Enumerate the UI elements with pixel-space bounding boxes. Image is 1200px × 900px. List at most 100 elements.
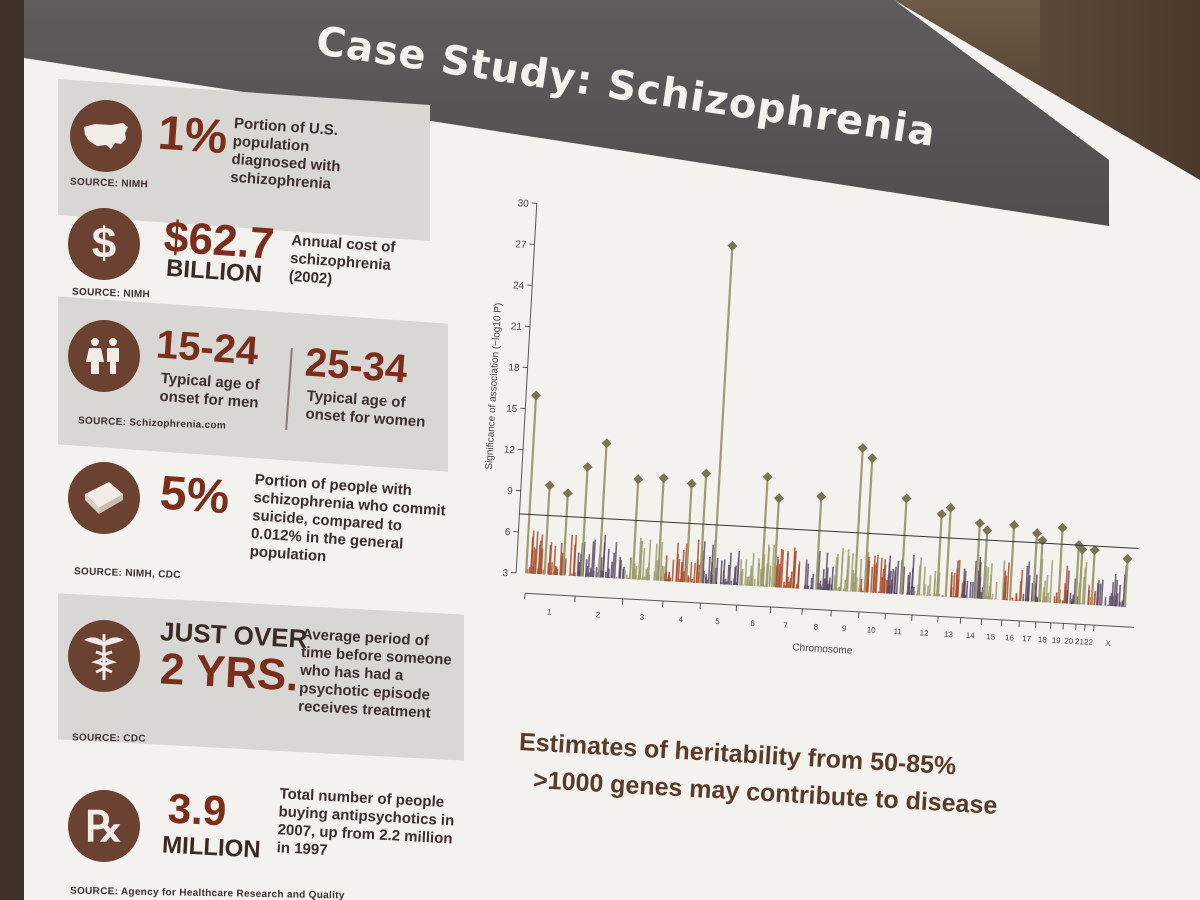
- snp-column: [537, 544, 541, 575]
- peak-marker: [1122, 553, 1133, 564]
- fact-1-text: Portion of U.S. population diagnosed wit…: [229, 114, 342, 193]
- snp-column: [1015, 593, 1018, 601]
- snp-column: [590, 541, 595, 578]
- x-tick-label: 22: [1084, 638, 1094, 648]
- snp-column: [602, 534, 607, 578]
- snp-column: [618, 565, 622, 579]
- snp-column: [739, 559, 743, 586]
- snp-column: [1069, 592, 1072, 604]
- snp-column: [926, 585, 930, 596]
- x-tick-label: 17: [1022, 634, 1032, 644]
- snp-column: [962, 568, 966, 598]
- snp-column: [890, 579, 894, 594]
- snp-column: [766, 547, 771, 587]
- snp-column: [768, 565, 772, 587]
- snp-column: [757, 562, 761, 587]
- peak-marker: [762, 472, 773, 482]
- snp-column: [641, 548, 646, 580]
- peak-stem: [656, 477, 665, 581]
- people-icon: [68, 320, 140, 392]
- peak-marker: [582, 461, 593, 472]
- y-tick-label: 21: [510, 321, 522, 333]
- x-tick-label: 16: [1005, 633, 1015, 643]
- snp-column: [1100, 579, 1104, 606]
- snp-column: [956, 591, 959, 598]
- snp-column: [965, 580, 969, 598]
- snp-column: [906, 593, 908, 595]
- snp-column: [908, 582, 911, 595]
- snp-column: [1093, 593, 1096, 606]
- snp-column: [938, 593, 941, 597]
- snp-column: [569, 534, 574, 576]
- snp-column: [806, 563, 810, 590]
- snp-column: [796, 568, 800, 589]
- peak-marker: [658, 473, 669, 483]
- x-tick-label: 4: [678, 615, 683, 624]
- snp-column: [693, 563, 697, 583]
- snp-column: [1006, 562, 1010, 601]
- peak-marker: [1089, 545, 1100, 556]
- snp-column: [559, 542, 563, 576]
- snp-column: [733, 566, 737, 585]
- peak-stem: [1037, 540, 1044, 603]
- peak-marker: [701, 468, 712, 479]
- fact-4-number: 5%: [158, 466, 232, 525]
- x-tick-label: 1: [547, 608, 552, 617]
- snp-column: [715, 557, 719, 584]
- peak-marker: [857, 443, 868, 453]
- peak-marker: [945, 502, 956, 513]
- snp-column: [697, 564, 701, 583]
- snp-column: [555, 566, 558, 576]
- snp-column: [753, 578, 756, 587]
- snp-column: [830, 566, 834, 591]
- peak-marker: [686, 478, 697, 489]
- snp-column: [1118, 584, 1122, 607]
- snp-column: [595, 567, 598, 578]
- snp-column: [683, 543, 688, 583]
- snp-column: [1003, 581, 1007, 601]
- snp-column: [902, 566, 906, 595]
- snp-column: [727, 564, 730, 585]
- peak-marker: [531, 390, 542, 401]
- snp-column: [791, 547, 796, 589]
- snp-column: [887, 562, 891, 594]
- peak-stem: [772, 498, 781, 588]
- snp-column: [671, 559, 675, 582]
- peak-marker: [601, 438, 612, 449]
- peak-marker: [544, 480, 555, 491]
- snp-column: [623, 569, 626, 579]
- snp-column: [913, 590, 916, 596]
- snp-column: [553, 545, 557, 575]
- peak-marker: [774, 493, 784, 504]
- snp-column: [706, 579, 709, 584]
- snp-column: [675, 553, 679, 582]
- snp-column: [645, 569, 648, 581]
- fact-3-number-women: 25-34: [303, 340, 409, 392]
- snp-column: [627, 578, 629, 580]
- snp-column: [539, 534, 544, 575]
- snp-column: [880, 576, 883, 594]
- snp-column: [922, 566, 926, 596]
- snp-column: [1104, 597, 1107, 606]
- peak-stem: [815, 496, 823, 590]
- snp-column: [628, 573, 631, 580]
- x-tick-label: 14: [965, 631, 975, 641]
- snp-column: [916, 593, 918, 596]
- snp-column: [872, 555, 876, 593]
- y-tick-label: 18: [508, 362, 520, 374]
- snp-column: [806, 585, 808, 590]
- fact-3-number-men: 15-24: [154, 322, 260, 374]
- snp-column: [530, 530, 535, 574]
- snp-column: [680, 561, 683, 582]
- snp-column: [819, 580, 822, 590]
- fact-5-text: Average period of time before someone wh…: [297, 625, 453, 722]
- peak-stem: [562, 493, 569, 576]
- snp-column: [637, 537, 642, 580]
- snp-column: [920, 594, 922, 596]
- caduceus-icon: [68, 620, 140, 692]
- snp-column: [770, 544, 775, 588]
- snp-column: [861, 590, 864, 593]
- snp-column: [610, 561, 613, 579]
- snp-column: [1001, 560, 1006, 600]
- snp-column: [918, 557, 923, 596]
